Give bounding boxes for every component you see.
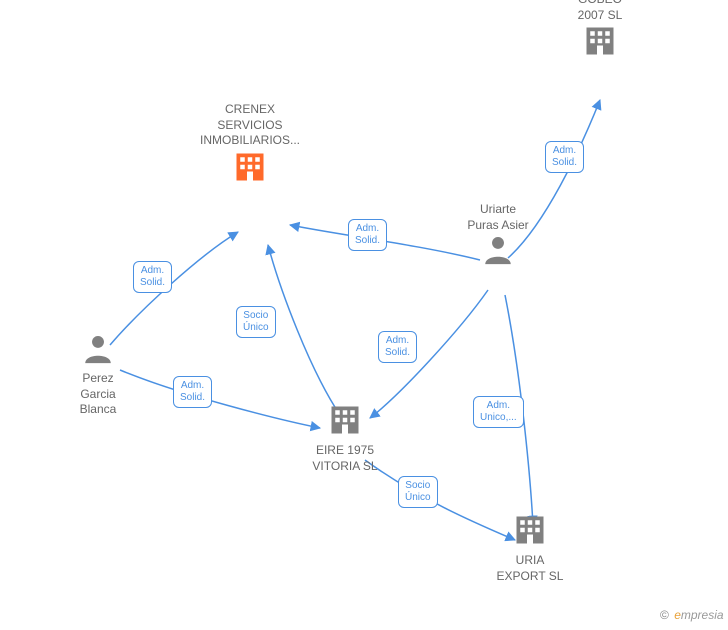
edge-label-perez-crenex: Adm. Solid. xyxy=(133,261,172,293)
node-label: Uriarte Puras Asier xyxy=(448,202,548,233)
building-icon xyxy=(232,149,268,185)
node-uriarte[interactable]: Uriarte Puras Asier xyxy=(448,202,548,272)
node-perez[interactable]: Perez Garcia Blanca xyxy=(48,332,148,418)
node-label: GOBEO 2007 SL xyxy=(550,0,650,23)
edge-label-uriarte-eire: Adm. Solid. xyxy=(378,331,417,363)
copyright-symbol: © xyxy=(660,608,669,622)
brand-first-letter: e xyxy=(674,608,681,622)
node-gobeo[interactable]: GOBEO 2007 SL xyxy=(550,0,650,64)
brand-rest: mpresia xyxy=(681,608,724,622)
node-label: Perez Garcia Blanca xyxy=(48,371,148,418)
edge-label-eire-crenex: Socio Único xyxy=(236,306,276,338)
edge-label-uriarte-crenex: Adm. Solid. xyxy=(348,219,387,251)
edge-label-uriarte-gobeo: Adm. Solid. xyxy=(545,141,584,173)
edges-layer xyxy=(0,0,728,630)
node-label: URIA EXPORT SL xyxy=(480,553,580,584)
watermark: © empresia xyxy=(660,608,724,622)
person-icon xyxy=(81,332,115,366)
node-uria[interactable]: URIA EXPORT SL xyxy=(480,512,580,584)
building-icon xyxy=(582,23,618,59)
node-crenex[interactable]: CRENEX SERVICIOS INMOBILIARIOS... xyxy=(200,102,300,190)
node-label: EIRE 1975 VITORIA SL xyxy=(295,443,395,474)
person-icon xyxy=(481,233,515,267)
building-icon xyxy=(327,402,363,438)
edge-perez-eire xyxy=(120,370,320,428)
node-label: CRENEX SERVICIOS INMOBILIARIOS... xyxy=(200,102,300,149)
edge-label-perez-eire: Adm. Solid. xyxy=(173,376,212,408)
node-eire[interactable]: EIRE 1975 VITORIA SL xyxy=(295,402,395,474)
network-diagram: GOBEO 2007 SL CRENEX SERVICIOS INMOBILIAR… xyxy=(0,0,728,630)
edge-label-uriarte-uria: Adm. Unico,... xyxy=(473,396,524,428)
edge-eire-crenex xyxy=(268,245,340,415)
edge-label-eire-uria: Socio Único xyxy=(398,476,438,508)
building-icon xyxy=(512,512,548,548)
edge-perez-crenex xyxy=(110,232,238,345)
